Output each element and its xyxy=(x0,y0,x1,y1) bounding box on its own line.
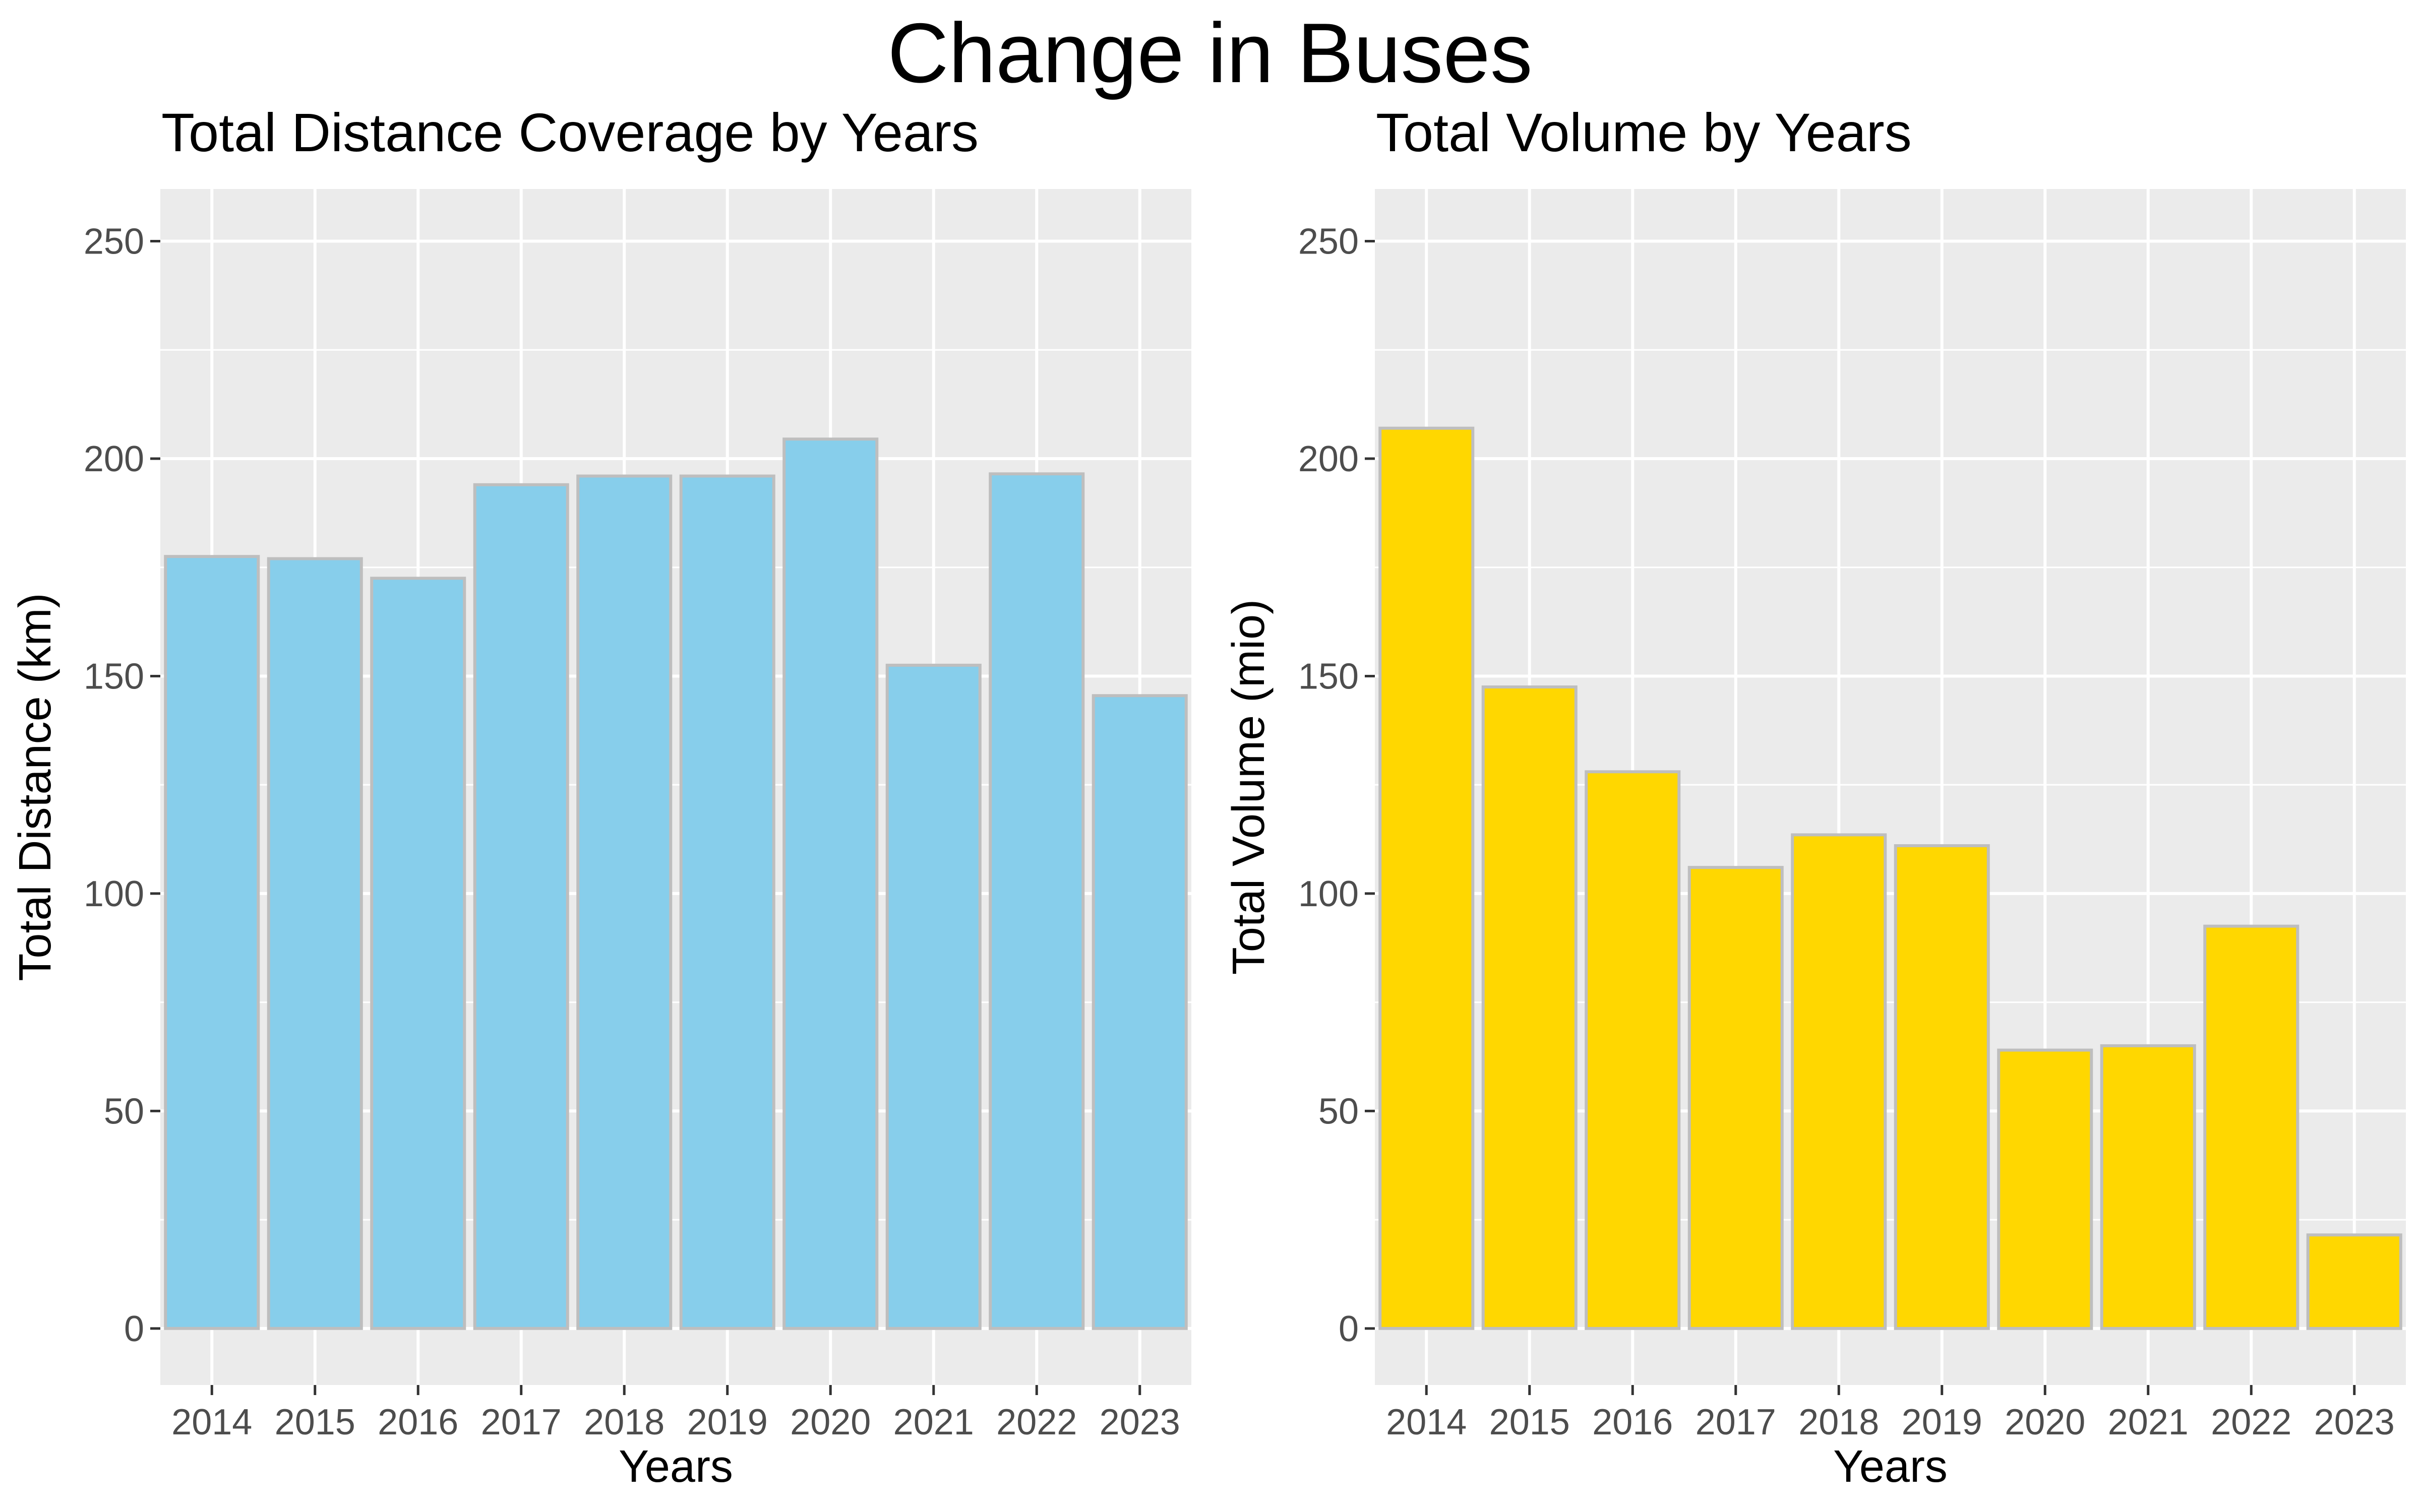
bar-2017 xyxy=(473,483,569,1330)
subplot-title: Total Volume by Years xyxy=(1376,102,1912,163)
x-tick-label: 2023 xyxy=(2314,1402,2395,1442)
chart-panel-2: 0 50 100 150 200 250 2014 2015 2016 2017 2018 2019 2… xyxy=(1224,102,2406,1492)
y-axis-title: Total Distance (km) xyxy=(10,593,60,981)
y-tick-label: 100 xyxy=(1298,874,1359,914)
bar-2014 xyxy=(164,555,260,1330)
y-tick-label: 250 xyxy=(1298,222,1359,262)
bar-2015 xyxy=(1481,685,1578,1330)
y-tick-label: 50 xyxy=(104,1091,144,1131)
bar-2016 xyxy=(370,577,466,1330)
bar-2019 xyxy=(1894,844,1990,1330)
x-tick-label: 2021 xyxy=(893,1402,974,1442)
bar-2014 xyxy=(1378,426,1475,1330)
y-tick-label: 100 xyxy=(84,874,144,914)
bar-2022 xyxy=(2203,924,2300,1330)
bar-2022 xyxy=(989,472,1085,1330)
bar-2023 xyxy=(1092,694,1188,1330)
x-tick-label: 2014 xyxy=(1386,1402,1467,1442)
y-tick-label: 150 xyxy=(84,656,144,697)
bar-2018 xyxy=(576,474,673,1330)
x-tick-label: 2022 xyxy=(996,1402,1077,1442)
x-tick-label: 2019 xyxy=(1902,1402,1982,1442)
y-axis-title: Total Volume (mio) xyxy=(1224,599,1274,975)
main-title: Change in Buses xyxy=(887,6,1533,100)
y-tick-label: 200 xyxy=(1298,439,1359,479)
chart-panel-1: 0 50 100 150 200 250 2014 2015 2016 2017 2018 2019 2… xyxy=(10,102,1191,1492)
x-tick-label: 2015 xyxy=(1489,1402,1570,1442)
x-tick-label: 2016 xyxy=(1592,1402,1673,1442)
y-tick-label: 250 xyxy=(84,222,144,262)
bar-2020 xyxy=(1997,1048,2093,1330)
x-tick-label: 2016 xyxy=(378,1402,458,1442)
bar-2020 xyxy=(782,437,879,1330)
x-tick-label: 2020 xyxy=(2005,1402,2085,1442)
y-tick-label: 50 xyxy=(1318,1091,1359,1131)
x-tick-label: 2021 xyxy=(2108,1402,2189,1442)
x-tick-label: 2019 xyxy=(687,1402,768,1442)
y-tick-label: 200 xyxy=(84,439,144,479)
bar-2015 xyxy=(267,557,363,1330)
subplot-title: Total Distance Coverage by Years xyxy=(161,102,979,163)
y-tick-label: 150 xyxy=(1298,656,1359,697)
bar-2017 xyxy=(1687,866,1784,1330)
bar-2023 xyxy=(2306,1233,2402,1330)
x-tick-label: 2017 xyxy=(481,1402,562,1442)
bar-2021 xyxy=(2100,1044,2196,1330)
x-tick-label: 2014 xyxy=(171,1402,252,1442)
x-tick-label: 2018 xyxy=(1798,1402,1879,1442)
x-tick-label: 2017 xyxy=(1696,1402,1776,1442)
x-tick-label: 2015 xyxy=(275,1402,355,1442)
bar-2016 xyxy=(1585,770,1681,1330)
y-tick-label: 0 xyxy=(124,1309,144,1349)
y-tick-label: 0 xyxy=(1339,1309,1359,1349)
x-tick-label: 2023 xyxy=(1100,1402,1180,1442)
x-axis-title: Years xyxy=(1833,1441,1948,1492)
bar-2018 xyxy=(1791,833,1887,1330)
bar-2021 xyxy=(885,663,982,1330)
bar-2019 xyxy=(679,474,775,1330)
x-tick-label: 2022 xyxy=(2211,1402,2291,1442)
x-axis-title: Years xyxy=(619,1441,733,1492)
x-tick-label: 2018 xyxy=(584,1402,664,1442)
x-tick-label: 2020 xyxy=(790,1402,871,1442)
